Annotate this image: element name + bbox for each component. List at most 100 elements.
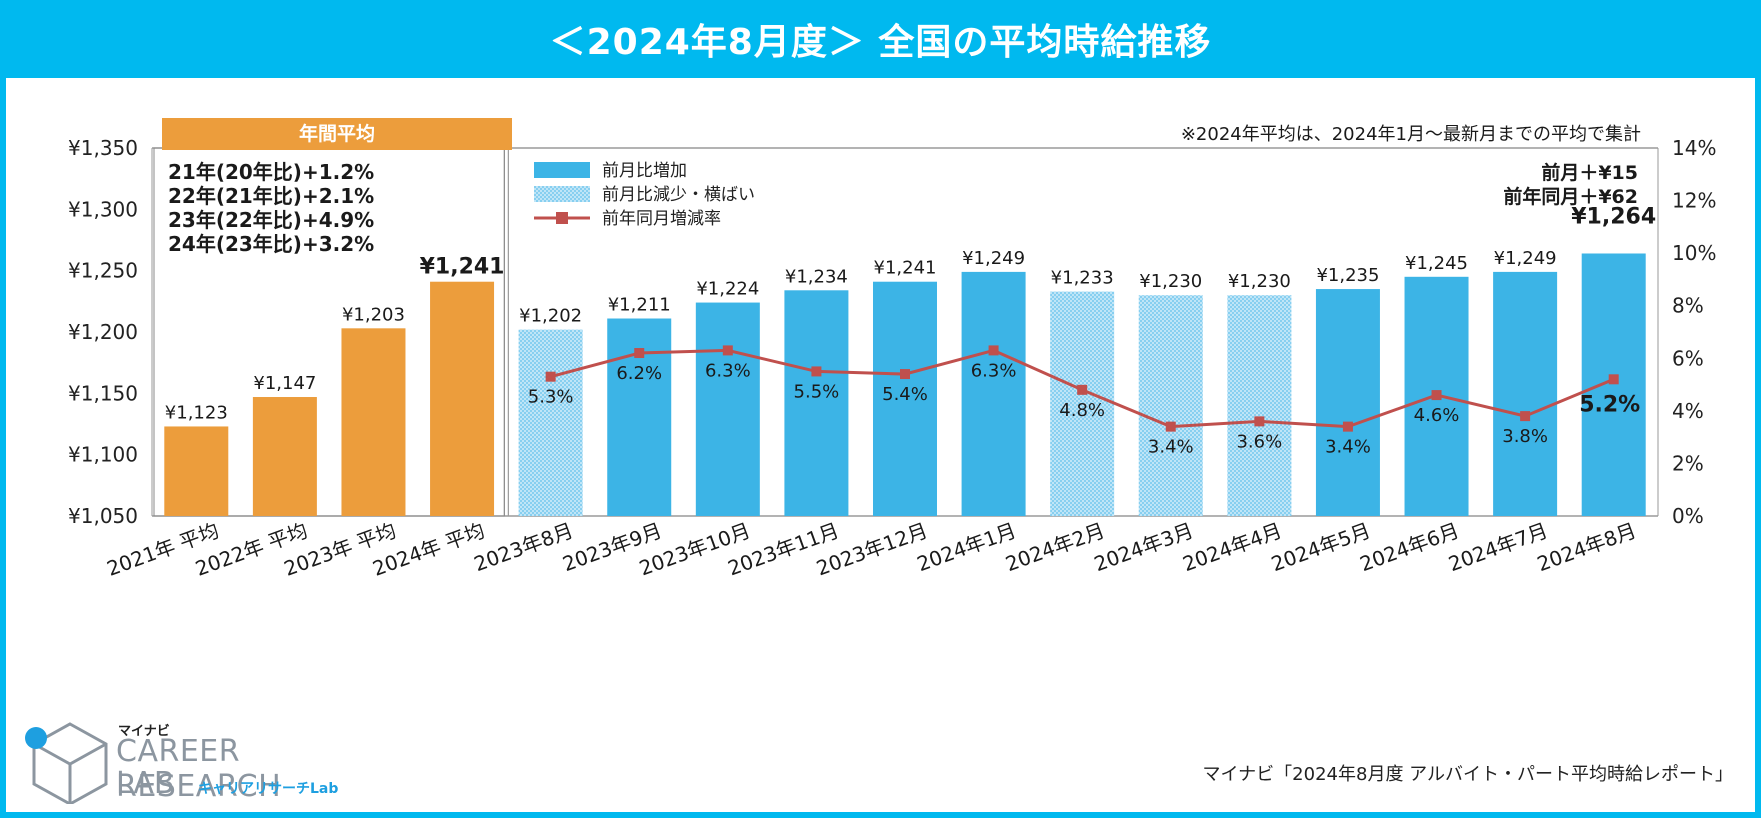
bar-value-label: ¥1,123 [165, 402, 228, 423]
logo-line1: CAREER RESEARCH [116, 734, 282, 804]
latest-yoy: 前年同月＋¥62 [1503, 186, 1638, 208]
bar-value-label: ¥1,203 [342, 304, 405, 325]
chart: ¥1,050 ¥1,100 ¥1,150 ¥1,200 ¥1,250 ¥1,300 ¥1,3… [68, 136, 1716, 581]
logo-sub: キャリアリサーチLab [198, 781, 339, 797]
legend-decrease-swatch [534, 186, 590, 202]
bar [695, 302, 760, 516]
legend-increase-swatch [534, 162, 590, 178]
yoy-marker [1254, 416, 1265, 427]
legend-yoy-label: 前年同月増減率 [602, 209, 721, 229]
legend-decrease-label: 前月比減少・横ばい [602, 185, 755, 205]
yoy-value-label: 5.2% [1579, 392, 1640, 417]
y2-tick-label: 10% [1672, 241, 1716, 265]
bar-value-label: ¥1,224 [696, 279, 759, 300]
yoy-value-label: 3.4% [1148, 437, 1194, 458]
bar-value-label: ¥1,235 [1316, 265, 1379, 286]
bar-value-label: ¥1,245 [1405, 253, 1468, 274]
yoy-marker [900, 369, 910, 380]
bar-value-label: ¥1,202 [519, 306, 582, 327]
bar [164, 426, 229, 516]
yoy-marker [1165, 421, 1176, 432]
annual-note-1: 21年(20年比)+1.2% [168, 160, 375, 184]
logo-brand: マイナビ [118, 724, 170, 739]
bar [1493, 271, 1558, 516]
yoy-marker [722, 345, 733, 356]
x-tick-label: 2024年8月 [1534, 518, 1640, 576]
x-tick-label: 2024年4月 [1179, 518, 1285, 576]
logo-cube-icon [25, 722, 108, 804]
x-tick-label: 2024年7月 [1445, 518, 1551, 576]
bar-value-label: ¥1,233 [1051, 268, 1114, 289]
x-tick-label: 2024年3月 [1091, 518, 1197, 576]
yoy-marker [1608, 374, 1619, 385]
annual-note-2: 22年(21年比)+2.1% [168, 184, 375, 208]
bar-value-label: ¥1,241 [874, 258, 937, 279]
yoy-value-label: 4.6% [1414, 405, 1460, 426]
y2-tick-label: 6% [1672, 346, 1704, 370]
yoy-value-label: 5.4% [882, 384, 928, 405]
yoy-marker [634, 348, 645, 359]
source-citation: マイナビ「2024年8月度 アルバイト・パート平均時給レポート」 [1202, 764, 1733, 785]
annual-header: 年間平均 [162, 118, 512, 150]
yoy-value-label: 6.2% [616, 363, 662, 384]
yoy-value-label: 3.6% [1236, 431, 1282, 452]
yoy-marker [988, 345, 999, 356]
yoy-value-label: 5.3% [528, 387, 574, 408]
yoy-marker [1520, 411, 1531, 422]
annual-note-4: 24年(23年比)+3.2% [168, 232, 375, 256]
bar-value-label: ¥1,264 [1571, 204, 1656, 229]
yoy-marker [1431, 390, 1442, 401]
note-text: ※2024年平均は、2024年1月～最新月までの平均で集計 [1180, 124, 1641, 145]
bar [1050, 291, 1115, 516]
bar-value-label: ¥1,249 [962, 248, 1025, 269]
x-tick-label: 2024年2月 [1002, 518, 1108, 576]
y-tick-label: ¥1,250 [68, 259, 138, 283]
legend: 前月比増加 前月比減少・横ばい 前年同月増減率 [534, 161, 755, 229]
bar [518, 329, 583, 516]
yoy-value-label: 6.3% [705, 360, 751, 381]
page-title: ＜2024年8月度＞ 全国の平均時給推移 [549, 22, 1212, 63]
bar-value-label: ¥1,234 [785, 266, 848, 287]
x-tick-label: 2024年6月 [1357, 518, 1463, 576]
bar [252, 397, 317, 516]
bar [341, 328, 406, 516]
y-tick-label: ¥1,300 [68, 197, 138, 221]
yoy-value-label: 3.8% [1502, 426, 1548, 447]
bar-value-label: ¥1,211 [608, 295, 671, 316]
y-tick-label: ¥1,200 [68, 320, 138, 344]
bar-value-label: ¥1,230 [1228, 271, 1291, 292]
y2-tick-label: 0% [1672, 504, 1704, 528]
yoy-marker [1077, 384, 1088, 395]
yoy-value-label: 3.4% [1325, 437, 1371, 458]
yoy-marker [1342, 421, 1353, 432]
yoy-marker [811, 366, 822, 377]
y2-tick-label: 4% [1672, 399, 1704, 423]
yoy-value-label: 4.8% [1059, 400, 1105, 421]
bar [961, 271, 1026, 516]
bar-value-label: ¥1,249 [1494, 248, 1557, 269]
logo: マイナビ CAREER RESEARCH LAB キャリアリサーチLab [20, 720, 400, 810]
latest-mom: 前月＋¥15 [1541, 162, 1638, 184]
bar [1227, 295, 1292, 516]
yoy-value-label: 5.5% [794, 381, 840, 402]
y2-tick-label: 12% [1672, 189, 1716, 213]
bar [784, 290, 849, 516]
y-tick-label: ¥1,350 [68, 136, 138, 160]
bar [1138, 295, 1203, 516]
y-tick-label: ¥1,100 [68, 443, 138, 467]
bar [1315, 289, 1380, 516]
y2-tick-label: 8% [1672, 294, 1704, 318]
y-tick-label: ¥1,050 [68, 504, 138, 528]
yoy-value-label: 6.3% [971, 360, 1017, 381]
x-tick-label: 2024年5月 [1268, 518, 1374, 576]
logo-line2: LAB [116, 766, 175, 801]
y2-tick-label: 14% [1672, 136, 1716, 160]
x-tick-label: 2024年1月 [914, 518, 1020, 576]
yoy-marker [545, 371, 556, 382]
annual-note-3: 23年(22年比)+4.9% [168, 208, 375, 232]
chart-panel: ¥1,050 ¥1,100 ¥1,150 ¥1,200 ¥1,250 ¥1,300 ¥1,3… [6, 78, 1755, 812]
bar [1581, 253, 1646, 516]
bar-value-label: ¥1,147 [253, 373, 316, 394]
legend-increase-label: 前月比増加 [602, 161, 687, 181]
